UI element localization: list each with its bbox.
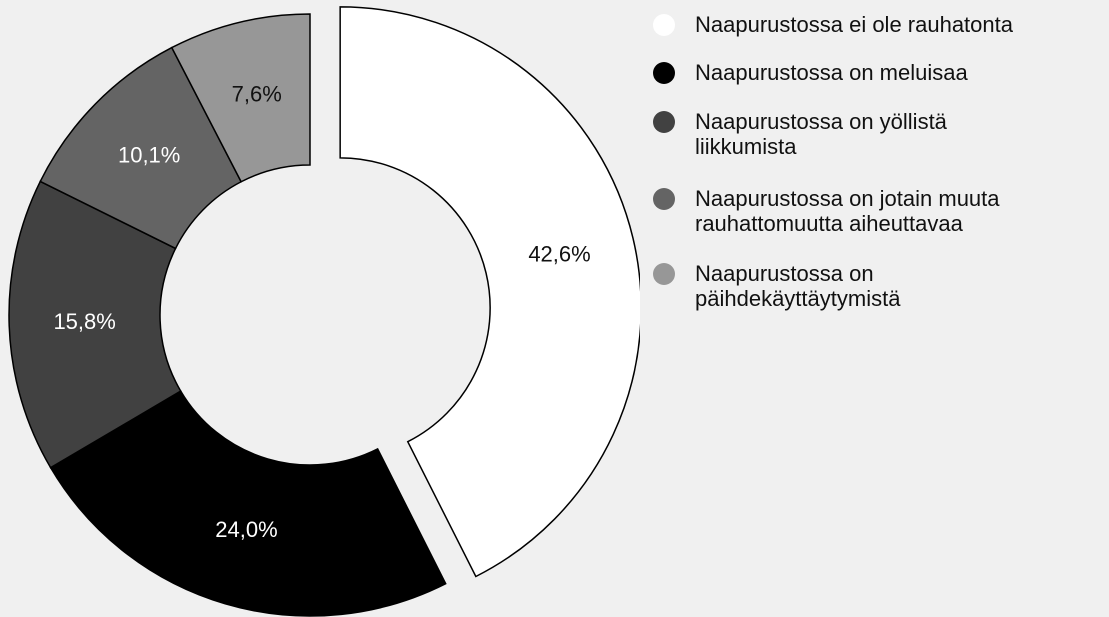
legend-label: Naapurustossa on yöllistä liikkumista — [695, 109, 947, 159]
legend-label: Naapurustossa ei ole rauhatonta — [695, 12, 1013, 37]
donut-slice — [339, 6, 640, 578]
legend-item: Naapurustossa on päihdekäyttäytymistä — [652, 261, 1107, 321]
value-label: 10,1% — [118, 143, 180, 168]
donut-slice — [8, 180, 182, 469]
legend-label: Naapurustossa on meluisaa — [695, 60, 968, 85]
donut-slice — [170, 13, 311, 183]
legend-label: Naapurustossa on jotain muuta rauhattomu… — [695, 186, 1000, 236]
legend-swatch — [653, 62, 675, 84]
value-label: 15,8% — [53, 309, 115, 334]
legend-item: Naapurustossa on meluisaa — [652, 60, 1107, 120]
value-label: 24,0% — [215, 517, 277, 542]
legend-item: Naapurustossa on jotain muuta rauhattomu… — [652, 186, 1107, 246]
legend-item: Naapurustossa on yöllistä liikkumista — [652, 109, 1107, 169]
chart: 42,6% 24,0% 15,8% 10,1% 7,6% — [8, 6, 640, 617]
legend-swatch — [653, 14, 675, 36]
legend-swatch — [653, 188, 675, 210]
legend-label: Naapurustossa on päihdekäyttäytymistä — [695, 261, 901, 311]
legend-swatch — [653, 111, 675, 133]
value-label: 7,6% — [232, 82, 282, 107]
legend-swatch — [653, 263, 675, 285]
legend-item: Naapurustossa ei ole rauhatonta — [652, 12, 1107, 72]
value-label: 42,6% — [528, 241, 590, 266]
donut-slice — [49, 390, 447, 617]
